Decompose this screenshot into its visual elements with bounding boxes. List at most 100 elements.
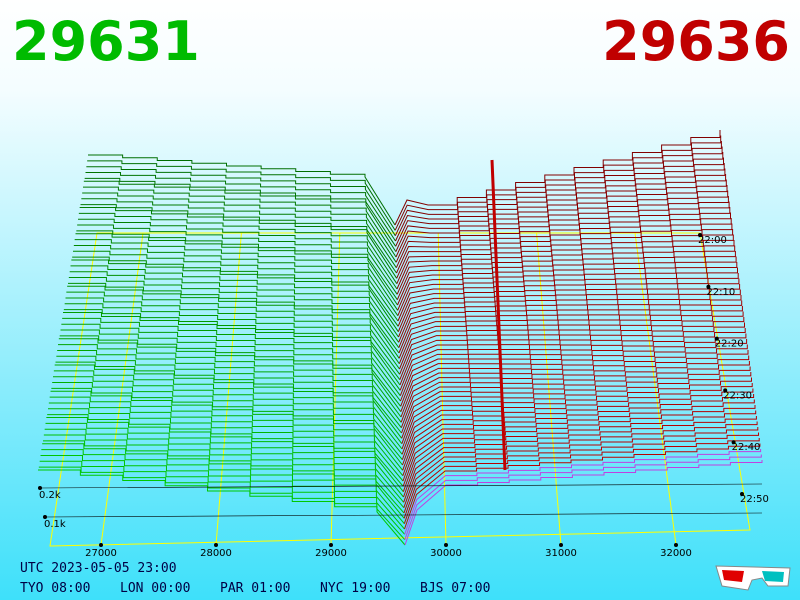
ask-depth-line — [404, 443, 761, 530]
bid-depth-line — [64, 303, 401, 375]
ask-depth-line — [402, 388, 754, 476]
ask-depth-line — [402, 399, 755, 487]
ask-depth-line — [402, 377, 752, 466]
ask-depth-line — [402, 394, 755, 482]
ask-depth-line — [403, 427, 759, 514]
zone-clock: TYO 08:00 — [20, 581, 90, 596]
bid-depth-line — [48, 402, 404, 476]
bid-depth-line — [59, 335, 402, 407]
bid-depth-line — [68, 282, 400, 354]
bid-depth-line — [54, 364, 403, 439]
bid-depth-line — [58, 338, 402, 412]
ask-depth-line — [404, 454, 762, 540]
bid-depth-line — [76, 230, 398, 300]
bid-depth-line — [72, 256, 399, 327]
bid-depth-line — [83, 186, 397, 258]
bid-depth-line — [44, 428, 405, 503]
price-tick-label: 32000 — [660, 548, 692, 559]
time-tick-label: 22:40 — [732, 442, 761, 453]
grid-line — [437, 232, 447, 546]
tick-mark — [99, 543, 103, 547]
ask-price: 29636 — [602, 10, 790, 73]
tick-mark — [740, 492, 744, 496]
tick-mark — [698, 233, 702, 237]
bid-depth-line — [43, 434, 405, 508]
utc-clock: UTC 2023-05-05 23:00 — [20, 561, 177, 576]
ask-depth-line — [400, 339, 748, 428]
bid-depth-line — [38, 466, 406, 541]
price-tick-label: 28000 — [200, 548, 232, 559]
bid-depth-line — [86, 166, 396, 236]
tick-mark — [674, 543, 678, 547]
bid-depth-line — [38, 469, 406, 546]
glasses-icon[interactable] — [715, 565, 791, 591]
bid-depth-line — [42, 443, 405, 519]
bid-depth-line — [84, 177, 397, 247]
bid-depth-line — [58, 344, 402, 418]
time-tick-label: 22:30 — [723, 390, 752, 401]
bid-depth-line — [46, 417, 404, 492]
ask-depth-line — [403, 416, 757, 503]
time-tick-label: 22:00 — [698, 235, 727, 246]
tick-mark — [444, 543, 448, 547]
bid-depth-line — [65, 297, 400, 370]
bid-depth-line — [70, 265, 399, 338]
bid-depth-line — [53, 370, 403, 444]
bid-depth-line — [62, 317, 401, 391]
tick-mark — [706, 284, 711, 289]
price-tick-label: 30000 — [430, 548, 462, 559]
price-tick-label: 29000 — [315, 548, 347, 559]
ask-depth-line — [403, 438, 760, 524]
bid-depth-line — [88, 154, 396, 226]
price-tick-label: 27000 — [85, 548, 117, 559]
ask-depth-line — [403, 410, 757, 498]
axis-labels: 27000 28000 29000 30000 31000 32000 0.2k 0.1k 22… — [38, 233, 769, 559]
time-tick-label: 22:20 — [715, 339, 744, 350]
bid-depth-line — [55, 361, 402, 434]
bid-depth-line — [83, 180, 397, 252]
grid-line — [634, 232, 677, 546]
bid-depth-line — [78, 218, 398, 290]
bid-depth-line — [79, 207, 398, 279]
bid-depth-line — [81, 198, 397, 268]
tick-mark — [731, 440, 736, 445]
ask-depth-line — [404, 460, 763, 546]
ask-depth-line — [402, 383, 753, 471]
price-tick-label: 31000 — [545, 548, 577, 559]
ask-depth-line — [403, 432, 759, 519]
bid-depth-line — [66, 291, 400, 364]
time-tick-label: 22:10 — [706, 287, 735, 298]
zone-clock: BJS 07:00 — [420, 581, 490, 596]
ask-depth-line — [401, 372, 752, 460]
tick-mark — [559, 543, 563, 547]
bid-depth-line — [69, 271, 400, 343]
bid-depth-line — [75, 233, 398, 306]
bid-depth-line — [53, 376, 403, 450]
bid-depth-line — [63, 312, 401, 386]
zone-clock: NYC 19:00 — [320, 581, 390, 596]
bid-depth-line — [57, 349, 402, 423]
bid-depth-line — [73, 244, 399, 316]
bid-depth-line — [39, 460, 406, 535]
bid-depth-line — [63, 309, 401, 380]
ask-depth-line — [401, 361, 750, 450]
ask-depth-line — [400, 333, 747, 423]
ask-depth-line — [401, 355, 750, 444]
tick-mark — [214, 543, 218, 547]
bid-depth-line — [60, 329, 401, 402]
bid-depth-line — [73, 250, 399, 322]
bid-depth-line — [47, 414, 404, 487]
bid-depth-line — [51, 387, 403, 460]
bid-depth-line — [78, 212, 398, 284]
depth-grid-line — [44, 512, 763, 518]
time-tick-label: 22:50 — [740, 494, 769, 505]
ask-wall — [490, 159, 507, 471]
ask-depth-line — [402, 405, 756, 492]
ask-depth-line — [400, 328, 746, 418]
depth-surface — [38, 130, 763, 546]
bid-depth-line — [45, 422, 404, 498]
bid-depth-line — [71, 259, 399, 332]
zone-clock: LON 00:00 — [120, 581, 190, 596]
depth-grid-line — [39, 483, 763, 489]
